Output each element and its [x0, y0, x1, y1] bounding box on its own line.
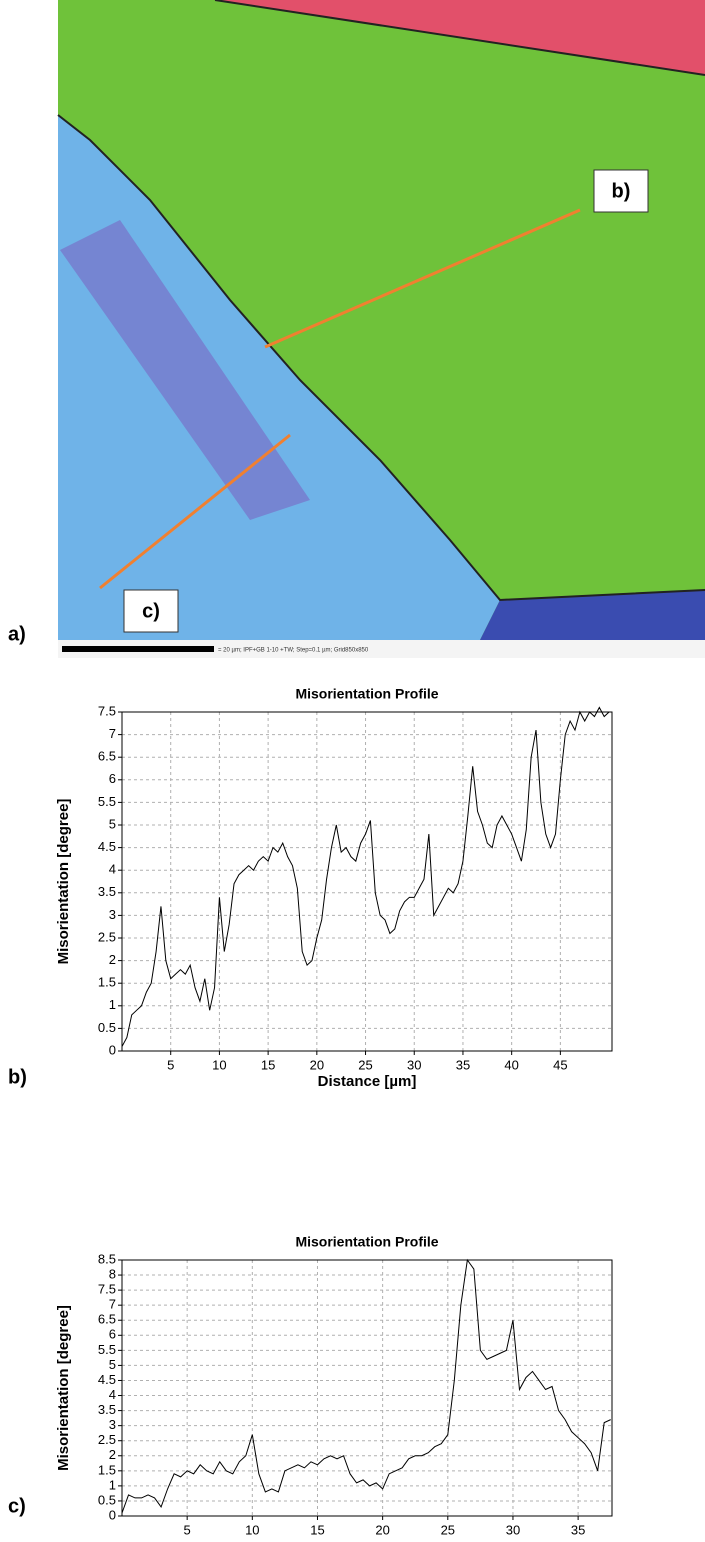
- x-tick-label: 30: [407, 1057, 421, 1072]
- y-tick-label: 0.5: [98, 1492, 116, 1507]
- y-tick-label: 8: [109, 1266, 116, 1281]
- y-tick-label: 4: [109, 1387, 116, 1402]
- x-tick-label: 5: [167, 1057, 174, 1072]
- x-tick-label: 15: [310, 1522, 324, 1537]
- y-tick-label: 3.5: [98, 1402, 116, 1417]
- map-purple-band: [60, 220, 310, 520]
- y-tick-label: 1.5: [98, 975, 116, 990]
- scale-bar-text: = 20 µm; IPF+GB 1-10 +TW; Step=0.1 µm; G…: [218, 648, 369, 654]
- x-tick-label: 20: [375, 1522, 389, 1537]
- x-tick-label: 5: [184, 1522, 191, 1537]
- x-tick-label: 45: [553, 1057, 567, 1072]
- y-tick-label: 0.5: [98, 1020, 116, 1035]
- map-dark-grain: [480, 590, 705, 640]
- data-line: [121, 1258, 611, 1514]
- y-tick-label: 6.5: [98, 1312, 116, 1327]
- y-tick-label: 0: [109, 1507, 116, 1522]
- y-tick-label: 7.5: [98, 1282, 116, 1297]
- scale-bar: [62, 646, 214, 652]
- y-tick-label: 6: [109, 771, 116, 786]
- chart-title: Misorientation Profile: [295, 1234, 438, 1250]
- plot-frame: [121, 1259, 613, 1517]
- x-tick-label: 20: [310, 1057, 324, 1072]
- x-tick-label: 25: [441, 1522, 455, 1537]
- y-tick-label: 8.5: [98, 1251, 116, 1266]
- y-tick-label: 3: [109, 907, 116, 922]
- y-tick-label: 2.5: [98, 1432, 116, 1447]
- y-tick-label: 5: [109, 816, 116, 831]
- panel-label: b): [8, 1066, 27, 1088]
- label-box: [123, 589, 179, 633]
- label-box: [593, 169, 649, 213]
- x-tick-label: 10: [245, 1522, 259, 1537]
- x-axis-label: Distance [µm]: [318, 1073, 417, 1090]
- panel-label: c): [8, 1495, 26, 1517]
- x-tick-label: 40: [504, 1057, 518, 1072]
- y-axis-label: Misorientation [degree]: [55, 799, 72, 965]
- y-tick-label: 7: [109, 726, 116, 741]
- y-tick-label: 5.5: [98, 794, 116, 809]
- y-tick-label: 1.5: [98, 1462, 116, 1477]
- map-label: b): [612, 180, 631, 202]
- profile-line: [99, 433, 291, 590]
- y-tick-label: 7.5: [98, 703, 116, 718]
- y-tick-label: 4.5: [98, 839, 116, 854]
- map-blue-grain: [58, 115, 500, 640]
- y-axis-label: Misorientation [degree]: [55, 1305, 72, 1471]
- y-tick-label: 2.5: [98, 929, 116, 944]
- chart-title: Misorientation Profile: [295, 686, 438, 702]
- y-tick-label: 3: [109, 1417, 116, 1432]
- y-tick-label: 5: [109, 1357, 116, 1372]
- y-tick-label: 3.5: [98, 884, 116, 899]
- y-tick-label: 2: [109, 952, 116, 967]
- y-tick-label: 2: [109, 1447, 116, 1462]
- y-tick-label: 1: [109, 1477, 116, 1492]
- map-label: c): [142, 600, 160, 622]
- panel-label: a): [8, 623, 26, 645]
- grain-boundary: [214, 0, 705, 76]
- x-tick-label: 15: [261, 1057, 275, 1072]
- x-tick-label: 25: [358, 1057, 372, 1072]
- y-tick-label: 5.5: [98, 1342, 116, 1357]
- y-tick-label: 4: [109, 862, 116, 877]
- y-tick-label: 0: [109, 1042, 116, 1057]
- scale-strip: [58, 640, 705, 658]
- y-tick-label: 4.5: [98, 1372, 116, 1387]
- x-tick-label: 30: [506, 1522, 520, 1537]
- y-tick-label: 6: [109, 1327, 116, 1342]
- y-tick-label: 1: [109, 997, 116, 1012]
- data-line: [121, 706, 610, 1047]
- profile-line: [264, 208, 581, 349]
- grain-boundary: [57, 114, 705, 602]
- x-tick-label: 10: [212, 1057, 226, 1072]
- ebsd-map: b) c) = 20 µm; IPF+GB 1-10 +TW; Step=0.1…: [57, 0, 705, 658]
- plot-frame: [121, 711, 613, 1052]
- x-tick-label: 35: [571, 1522, 585, 1537]
- y-tick-label: 7: [109, 1297, 116, 1312]
- y-tick-label: 6.5: [98, 749, 116, 764]
- x-tick-label: 35: [456, 1057, 470, 1072]
